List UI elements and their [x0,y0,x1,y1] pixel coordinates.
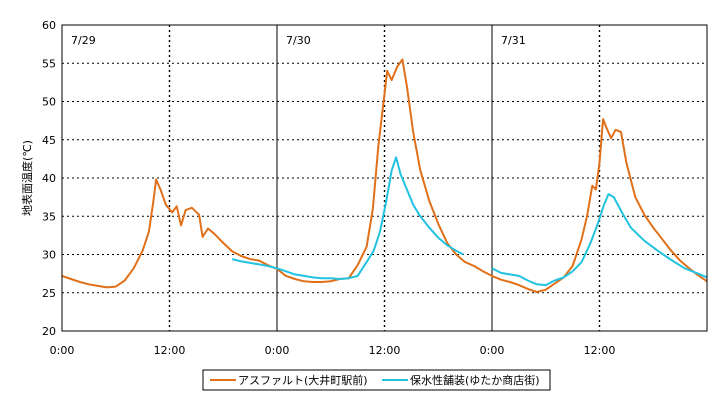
legend-label: 保水性舗装(ゆたか商店街) [410,373,540,387]
series-line [491,193,708,287]
date-labels: 7/29 7/30 7/31 [71,34,526,47]
y-tick-label: 30 [42,249,56,262]
day-label: 7/29 [71,34,96,47]
series-line [231,156,464,280]
y-tick-label: 35 [42,210,56,223]
x-tick-label: 0:00 [480,344,505,357]
x-tick-label: 0:00 [50,344,75,357]
plot-frame [61,24,708,332]
series-lines [61,58,708,293]
axes: 20 25 30 35 40 45 50 55 60 0:00 12:00 0:00 12:00 0:00… [42,19,615,357]
y-tick-label: 20 [42,325,56,338]
y-tick-label: 60 [42,19,56,32]
series-line [61,58,708,293]
day-label: 7/30 [286,34,311,47]
x-tick-label: 12:00 [584,344,616,357]
legend-label: アスファルト(大井町駅前) [238,373,368,387]
y-tick-label: 50 [42,96,56,109]
x-tick-label: 12:00 [369,344,401,357]
x-tick-label: 12:00 [154,344,186,357]
legend-box [202,369,551,391]
y-tick-label: 55 [42,57,56,70]
legend: アスファルト(大井町駅前) 保水性舗装(ゆたか商店街) [202,369,551,391]
y-tick-label: 45 [42,134,56,147]
gridlines [62,25,707,331]
y-axis-title: 地表面温度(℃) [20,140,34,216]
x-tick-label: 0:00 [265,344,290,357]
day-label: 7/31 [501,34,526,47]
y-tick-label: 25 [42,287,56,300]
y-tick-label: 40 [42,172,56,185]
